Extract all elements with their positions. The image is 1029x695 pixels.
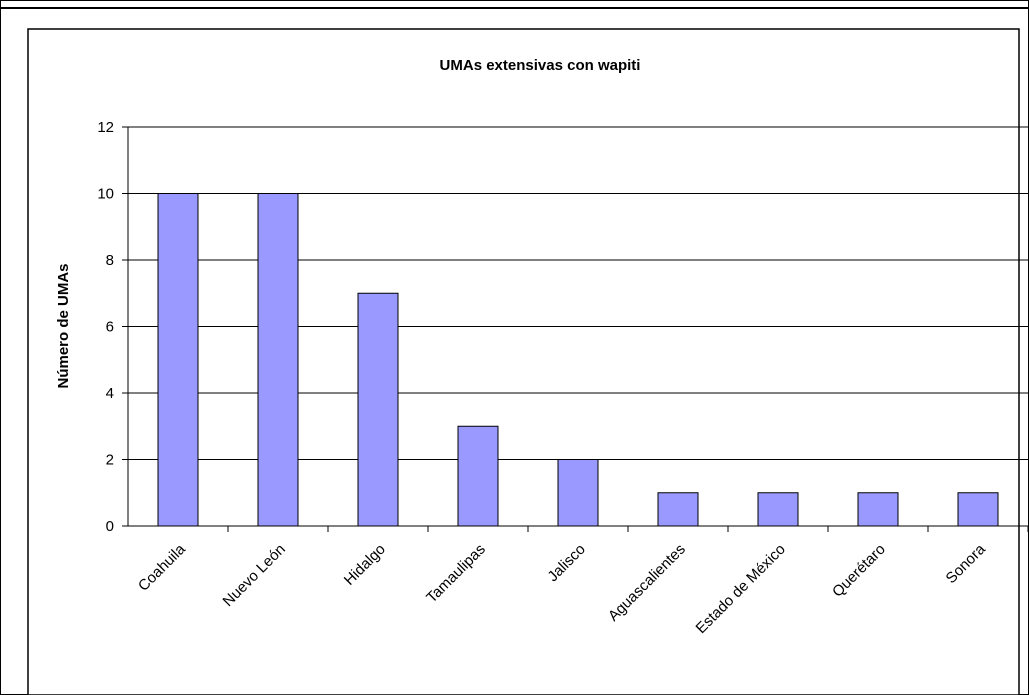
bar-sonora: [957, 492, 999, 527]
y-tick-label: 6: [106, 319, 114, 336]
y-tick-label: 4: [106, 385, 114, 402]
bar-nuevo-le-n: [257, 193, 299, 527]
bar-quer-taro: [857, 492, 899, 527]
outer-top-border: [0, 7, 1029, 9]
bar-tamaulipas: [457, 425, 499, 527]
y-tick-label: 10: [97, 186, 114, 203]
chart-title: UMAs extensivas con wapiti: [440, 57, 641, 74]
bar-estado-de-m-xico: [757, 492, 799, 527]
y-tick-label: 12: [97, 119, 114, 136]
y-tick-labels: 0 2 4 6 8 10 12: [97, 119, 114, 535]
bar-coahuila: [157, 193, 199, 527]
y-tick-label: 0: [106, 518, 114, 535]
bar-jalisco: [557, 459, 599, 527]
y-tick-label: 8: [106, 252, 114, 269]
y-tick-label: 2: [106, 452, 114, 469]
axes: [122, 126, 1029, 532]
bars: [157, 193, 999, 527]
bar-aguascalientes: [657, 492, 699, 527]
bar-hidalgo: [357, 292, 399, 527]
y-axis-label: Número de UMAs: [55, 263, 72, 388]
